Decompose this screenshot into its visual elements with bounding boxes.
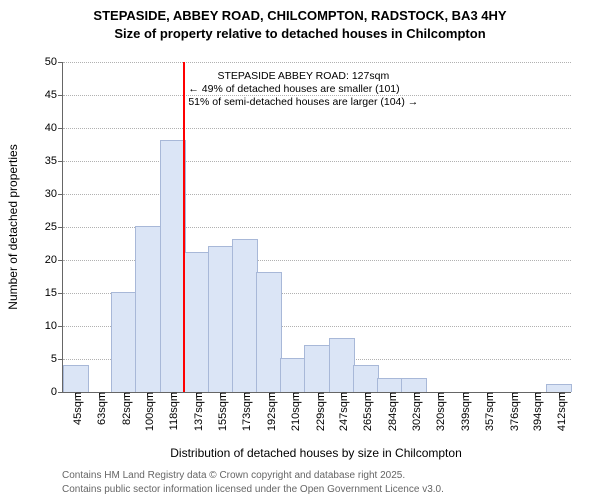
xtick-label: 63sqm xyxy=(90,392,108,425)
xtick-label: 192sqm xyxy=(260,392,278,431)
ytick-label: 40 xyxy=(45,122,63,134)
xtick-label: 82sqm xyxy=(115,392,133,425)
x-axis-label: Distribution of detached houses by size … xyxy=(62,446,570,460)
annotation-line2: ← 49% of detached houses are smaller (10… xyxy=(188,83,418,96)
histogram-bar xyxy=(232,239,258,392)
ytick-label: 0 xyxy=(51,386,63,398)
xtick-label: 137sqm xyxy=(187,392,205,431)
xtick-label: 320sqm xyxy=(429,392,447,431)
ytick-label: 10 xyxy=(45,320,63,332)
xtick-label: 155sqm xyxy=(211,392,229,431)
xtick-label: 118sqm xyxy=(162,392,180,430)
xtick-label: 357sqm xyxy=(478,392,496,431)
annotation-box: STEPASIDE ABBEY ROAD: 127sqm← 49% of det… xyxy=(188,70,418,109)
ytick-label: 20 xyxy=(45,254,63,266)
histogram-bar xyxy=(304,345,330,392)
ytick-label: 25 xyxy=(45,221,63,233)
chart-container: { "title": { "line1": "STEPASIDE, ABBEY … xyxy=(0,0,600,500)
histogram-bar xyxy=(401,378,427,392)
histogram-bar xyxy=(160,140,186,392)
xtick-label: 284sqm xyxy=(381,392,399,431)
ytick-label: 15 xyxy=(45,287,63,299)
histogram-bar xyxy=(353,365,379,392)
xtick-label: 265sqm xyxy=(356,392,374,431)
y-axis-label: Number of detached properties xyxy=(6,144,20,309)
ytick-label: 45 xyxy=(45,89,63,101)
histogram-bar xyxy=(280,358,306,392)
plot-area: 0510152025303540455045sqm63sqm82sqm100sq… xyxy=(62,62,571,393)
histogram-bar xyxy=(111,292,137,392)
xtick-label: 376sqm xyxy=(503,392,521,431)
xtick-label: 302sqm xyxy=(405,392,423,431)
histogram-bar xyxy=(377,378,403,392)
histogram-bar xyxy=(208,246,234,392)
ytick-label: 30 xyxy=(45,188,63,200)
footer-line1: Contains HM Land Registry data © Crown c… xyxy=(62,470,405,481)
histogram-bar xyxy=(256,272,282,392)
chart-title-line2: Size of property relative to detached ho… xyxy=(0,26,600,41)
xtick-label: 100sqm xyxy=(138,392,156,431)
gridline-h xyxy=(63,62,571,63)
histogram-bar xyxy=(546,384,572,392)
ytick-label: 50 xyxy=(45,56,63,68)
histogram-bar xyxy=(184,252,210,392)
ytick-label: 35 xyxy=(45,155,63,167)
gridline-h xyxy=(63,161,571,162)
histogram-bar xyxy=(63,365,89,392)
footer-line2: Contains public sector information licen… xyxy=(62,484,444,495)
marker-line xyxy=(183,62,185,392)
gridline-h xyxy=(63,194,571,195)
annotation-line3: 51% of semi-detached houses are larger (… xyxy=(188,96,418,109)
histogram-bar xyxy=(135,226,161,392)
chart-title-line1: STEPASIDE, ABBEY ROAD, CHILCOMPTON, RADS… xyxy=(0,8,600,23)
histogram-bar xyxy=(329,338,355,392)
xtick-label: 412sqm xyxy=(550,392,568,431)
ytick-label: 5 xyxy=(51,353,63,365)
xtick-label: 247sqm xyxy=(332,392,350,431)
xtick-label: 45sqm xyxy=(66,392,84,425)
gridline-h xyxy=(63,128,571,129)
xtick-label: 210sqm xyxy=(284,392,302,431)
xtick-label: 394sqm xyxy=(526,392,544,431)
xtick-label: 339sqm xyxy=(454,392,472,431)
xtick-label: 229sqm xyxy=(309,392,327,431)
annotation-line1: STEPASIDE ABBEY ROAD: 127sqm xyxy=(188,70,418,83)
xtick-label: 173sqm xyxy=(235,392,253,431)
